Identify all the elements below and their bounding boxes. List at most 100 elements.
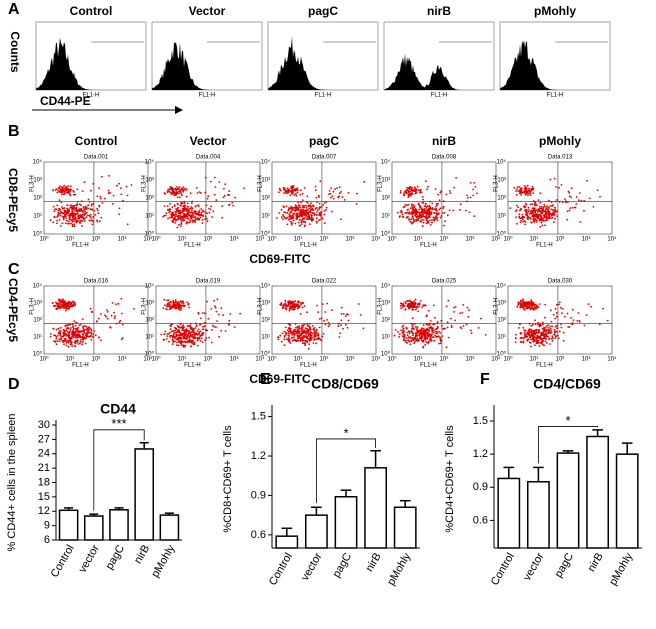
- dot: [553, 177, 556, 180]
- dot: [172, 299, 175, 302]
- dot: [74, 301, 76, 304]
- dot: [182, 341, 185, 343]
- dot: [96, 195, 99, 198]
- dot: [293, 305, 296, 307]
- dot: [166, 299, 169, 302]
- dot: [439, 336, 441, 339]
- dot: [199, 334, 202, 337]
- dot: [177, 334, 179, 337]
- dot: [548, 338, 551, 341]
- dot: [289, 327, 292, 330]
- dot: [525, 203, 528, 206]
- dot: [522, 305, 525, 307]
- dot: [547, 209, 550, 212]
- axis-name: FL1-H: [420, 363, 437, 369]
- dot: [477, 327, 480, 329]
- dot: [319, 211, 321, 214]
- dot: [540, 332, 542, 335]
- bar: [109, 509, 129, 541]
- dot: [66, 330, 69, 333]
- dot: [547, 331, 550, 334]
- dot: [68, 222, 70, 225]
- dot: [415, 216, 418, 219]
- y-tick-label: 10¹: [33, 214, 42, 220]
- dot: [186, 213, 189, 215]
- dot: [174, 329, 177, 332]
- dot: [290, 337, 293, 339]
- dot: [178, 212, 181, 215]
- dot: [545, 335, 548, 338]
- dot: [557, 337, 560, 340]
- dot: [403, 336, 406, 339]
- y-tick-label: 21: [38, 462, 50, 474]
- dot: [179, 213, 182, 215]
- dot: [297, 221, 300, 224]
- dot: [181, 325, 184, 328]
- dot: [409, 221, 412, 223]
- dot: [50, 333, 52, 335]
- dot: [287, 304, 289, 307]
- dot: [221, 205, 224, 208]
- dot: [301, 324, 303, 327]
- y-tick-label: 10⁴: [497, 159, 507, 166]
- dot: [420, 191, 423, 194]
- dot: [104, 197, 106, 200]
- dot: [90, 204, 93, 207]
- dot: [303, 206, 306, 209]
- dot: [539, 337, 542, 339]
- dot: [405, 216, 408, 219]
- dot: [421, 334, 423, 336]
- dot: [289, 211, 292, 214]
- dot: [84, 207, 87, 209]
- dot: [425, 341, 428, 344]
- dot: [174, 215, 177, 218]
- dot: [228, 319, 231, 322]
- dot: [56, 340, 59, 342]
- dot: [176, 303, 179, 305]
- dot: [518, 323, 521, 326]
- dot: [73, 204, 76, 207]
- dot: [295, 217, 297, 220]
- x-tick-label: 10⁴: [607, 236, 617, 243]
- dot: [180, 332, 183, 335]
- dot: [195, 324, 198, 326]
- dot: [86, 214, 89, 217]
- dot: [315, 196, 318, 199]
- dot: [162, 307, 165, 309]
- dot: [325, 206, 328, 209]
- axis-name: FL1-H: [536, 363, 553, 369]
- dot: [358, 303, 360, 305]
- dot: [283, 192, 285, 195]
- dot: [519, 302, 522, 305]
- dot: [64, 330, 66, 333]
- dot: [185, 195, 188, 198]
- dot: [532, 309, 535, 311]
- dot: [454, 319, 457, 322]
- dot: [288, 214, 291, 217]
- dot: [525, 301, 527, 304]
- y-tick-label: 10²: [261, 318, 270, 324]
- dot: [63, 207, 66, 209]
- dot: [416, 185, 419, 188]
- dot: [431, 330, 434, 333]
- dot: [550, 329, 552, 332]
- dot: [362, 327, 365, 330]
- dot: [178, 186, 181, 189]
- dot: [295, 340, 298, 343]
- dot: [81, 210, 84, 213]
- dot: [330, 196, 332, 199]
- x-tick-label: nirB: [586, 551, 606, 574]
- dot: [544, 326, 547, 329]
- dot: [283, 344, 286, 347]
- dot: [524, 335, 527, 338]
- x-tick-label: 10²: [204, 357, 213, 363]
- x-tick-label: 10²: [92, 237, 101, 243]
- dot: [106, 309, 108, 311]
- dot: [301, 218, 304, 220]
- dot: [65, 344, 68, 347]
- dot: [545, 213, 547, 216]
- dot: [417, 217, 420, 220]
- error-bar: [114, 507, 124, 510]
- dot: [415, 308, 417, 311]
- dot: [317, 338, 320, 341]
